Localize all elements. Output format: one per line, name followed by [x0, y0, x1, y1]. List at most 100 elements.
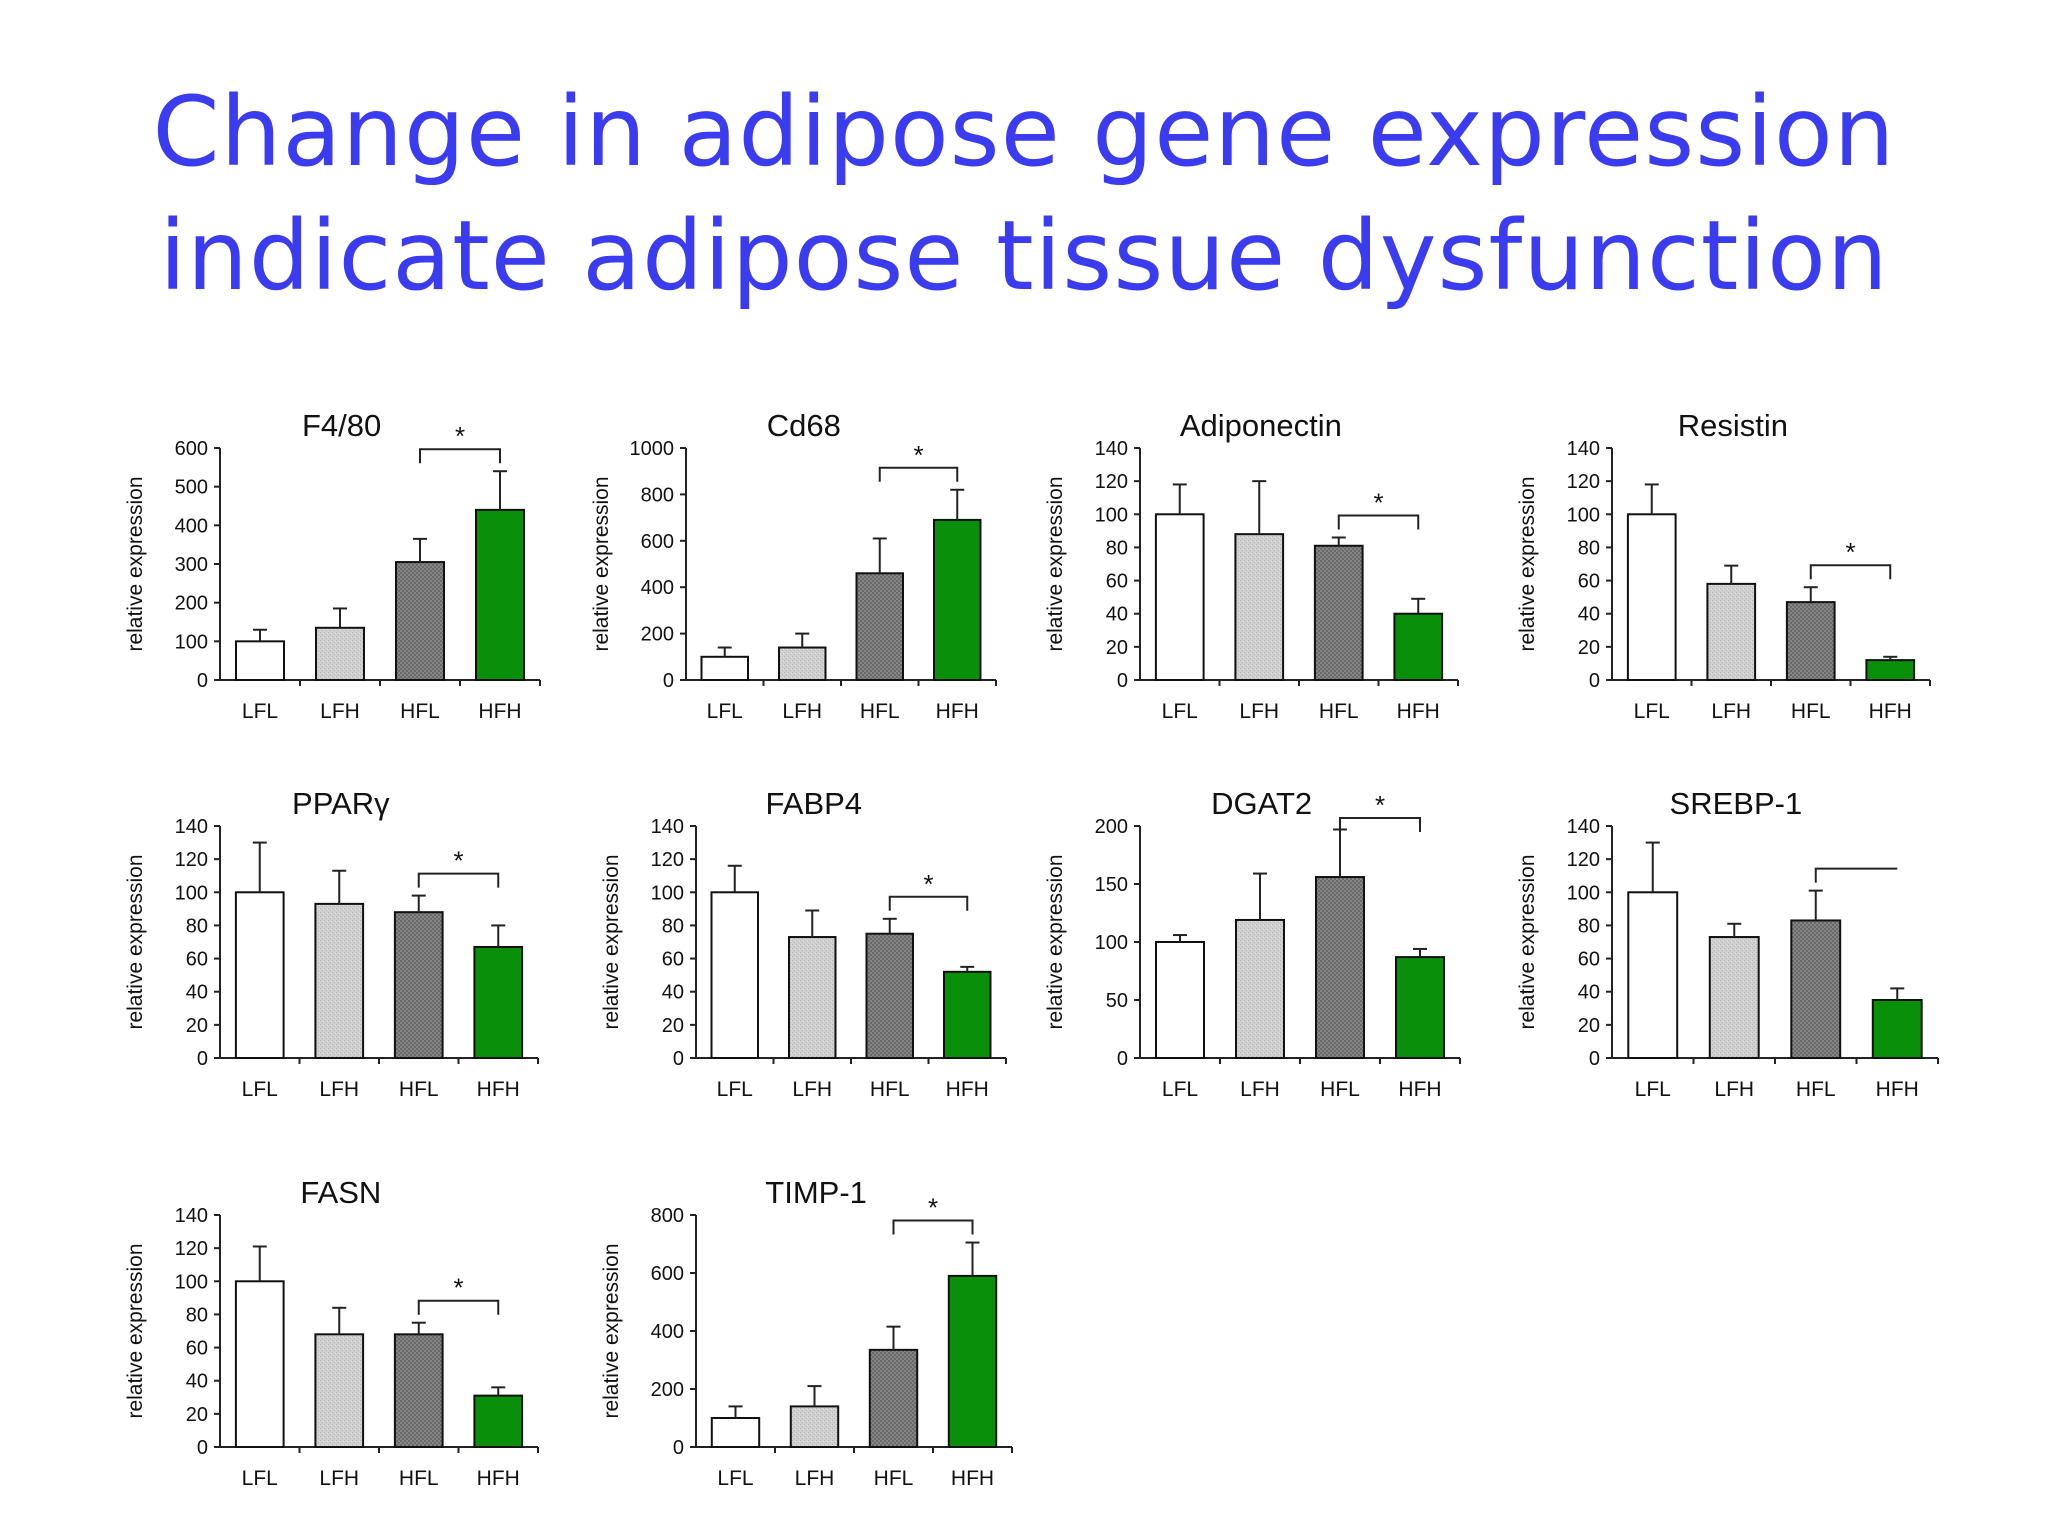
y-tick-label: 0 — [1117, 1048, 1128, 1070]
y-tick-label: 800 — [641, 484, 674, 506]
x-tick-label: HFL — [400, 700, 440, 723]
y-tick-label: 600 — [641, 531, 674, 553]
bar-lfh — [1234, 533, 1285, 682]
significance-star: * — [913, 440, 923, 470]
bar-hfh — [1865, 659, 1916, 681]
y-tick-label: 0 — [663, 670, 674, 692]
y-tick-label: 140 — [1095, 438, 1128, 460]
significance-star: * — [455, 421, 465, 451]
chart-panel: PPARγ relative expression 0 20 40 60 80 100 120 1… — [124, 786, 539, 1101]
x-tick-label: LFH — [1711, 700, 1751, 723]
y-tick-label: 40 — [1106, 604, 1128, 626]
significance-star: * — [928, 1193, 938, 1223]
chart-panel: Resistin relative expression 0 20 40 60 80 100 1… — [1516, 408, 1931, 723]
x-tick-label: HFL — [870, 1078, 910, 1101]
y-tick-label: 400 — [175, 515, 208, 537]
y-tick-label: 100 — [175, 631, 208, 653]
y-tick-label: 40 — [1578, 604, 1600, 626]
y-tick-label: 200 — [641, 624, 674, 646]
bar-lfl — [1155, 941, 1205, 1059]
chart-title: FASN — [300, 1175, 381, 1210]
x-tick-label: LFL — [707, 700, 743, 723]
y-tick-label: 600 — [651, 1263, 684, 1285]
y-tick-label: 20 — [1578, 1015, 1600, 1037]
bar-lfh — [314, 1333, 365, 1449]
chart-panel: Cd68 relative expression 0 200 400 600 800 1000… — [590, 408, 997, 723]
chart-panel: FABP4 relative expression 0 20 40 60 80 100 120 1… — [600, 786, 1007, 1101]
bar-lfh — [1706, 582, 1757, 682]
x-tick-label: LFL — [717, 1078, 753, 1101]
bar-lfh — [1708, 936, 1760, 1059]
bar-hfh — [473, 1394, 524, 1448]
chart-panel: SREBP-1 relative expression 0 20 40 60 80 100 12… — [1516, 786, 1939, 1101]
y-tick-label: 0 — [1589, 670, 1600, 692]
y-tick-label: 60 — [662, 949, 684, 971]
significance-star: * — [1375, 790, 1385, 820]
significance-star: * — [453, 846, 463, 876]
y-tick-label: 60 — [1578, 571, 1600, 593]
bar-hfl — [865, 932, 914, 1060]
y-tick-label: 120 — [175, 1238, 208, 1260]
y-tick-label: 20 — [186, 1404, 208, 1426]
bar-hfh — [1393, 612, 1444, 682]
x-tick-label: LFH — [1240, 1078, 1280, 1101]
x-tick-label: LFH — [792, 1078, 832, 1101]
y-tick-label: 500 — [175, 477, 208, 499]
y-tick-label: 1000 — [630, 438, 675, 460]
y-tick-label: 150 — [1095, 874, 1128, 896]
x-tick-label: LFH — [1239, 700, 1279, 723]
significance-bracket — [417, 1299, 500, 1315]
bar-hfh — [943, 970, 992, 1059]
chart-title: DGAT2 — [1211, 786, 1312, 821]
x-tick-label: LFL — [1162, 1078, 1198, 1101]
y-tick-label: 0 — [673, 1437, 684, 1459]
bar-lfl — [234, 1280, 285, 1449]
y-tick-label: 140 — [1567, 816, 1600, 838]
y-tick-label: 80 — [662, 915, 684, 937]
y-tick-label: 800 — [651, 1205, 684, 1227]
significance-star: * — [453, 1273, 463, 1303]
slide-title-line-1: Change in adipose gene expression — [152, 76, 1896, 188]
bar-lfl — [1154, 513, 1205, 681]
y-tick-label: 120 — [1567, 471, 1600, 493]
bar-hfl — [1785, 601, 1836, 681]
y-axis-label: relative expression — [600, 854, 623, 1029]
chart-title: Cd68 — [767, 408, 841, 443]
y-tick-label: 40 — [186, 1371, 208, 1393]
x-tick-label: HFL — [1320, 1078, 1360, 1101]
y-tick-label: 80 — [1578, 537, 1600, 559]
x-tick-label: HFH — [946, 1078, 989, 1101]
significance-star: * — [923, 869, 933, 899]
chart-title: TIMP-1 — [765, 1175, 867, 1210]
y-tick-label: 100 — [651, 882, 684, 904]
y-tick-label: 100 — [175, 882, 208, 904]
bar-lfl — [710, 1417, 761, 1448]
bar-hfl — [1313, 544, 1364, 681]
x-tick-label: LFH — [1714, 1078, 1754, 1101]
y-tick-label: 100 — [1567, 504, 1600, 526]
bar-lfh — [789, 1405, 840, 1449]
y-tick-label: 120 — [175, 849, 208, 871]
bar-hfl — [868, 1348, 919, 1448]
bar-hfl — [393, 911, 444, 1060]
y-axis-label: relative expression — [124, 854, 147, 1029]
chart-panel: DGAT2 relative expression 0 50 100 150 200 LFL L… — [1044, 786, 1461, 1101]
x-tick-label: LFH — [319, 1467, 359, 1490]
bar-hfh — [475, 508, 525, 681]
y-tick-label: 120 — [1095, 471, 1128, 493]
bar-lfh — [1235, 918, 1285, 1060]
y-axis-label: relative expression — [1516, 854, 1539, 1029]
chart-panel: F4/80 relative expression 0 100 200 300 400 500… — [124, 408, 541, 723]
x-tick-label: HFH — [1397, 700, 1440, 723]
bar-lfh — [788, 936, 837, 1059]
x-tick-label: LFL — [1162, 700, 1198, 723]
x-tick-label: HFH — [936, 700, 979, 723]
chart-panel: TIMP-1 relative expression 0 200 400 600 800 LF… — [600, 1175, 1013, 1490]
y-tick-label: 400 — [651, 1321, 684, 1343]
bar-hfh — [1871, 999, 1923, 1059]
bar-lfl — [234, 891, 285, 1059]
y-axis-label: relative expression — [590, 476, 613, 651]
y-tick-label: 40 — [662, 982, 684, 1004]
y-tick-label: 0 — [1117, 670, 1128, 692]
